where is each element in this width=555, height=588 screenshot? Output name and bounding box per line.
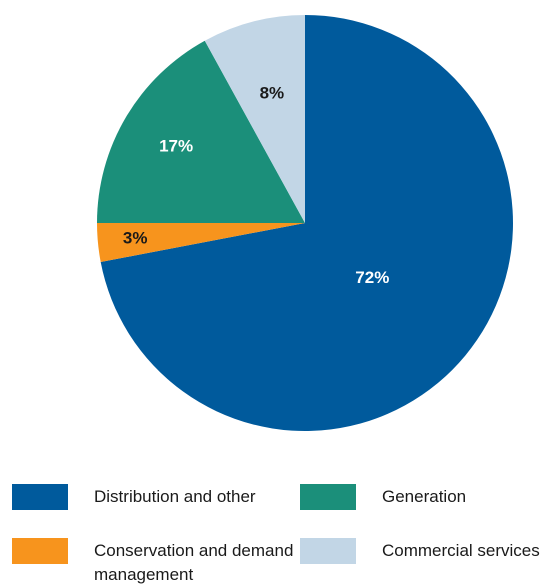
legend-label-distribution: Distribution and other <box>94 487 256 506</box>
legend-item-commercial: Commercial services <box>300 538 540 564</box>
legend-swatch-distribution <box>12 484 68 510</box>
legend-label-conservation: Conservation and demand management <box>94 541 294 584</box>
pie-label-generation: 17% <box>159 136 193 155</box>
legend-swatch-commercial <box>300 538 356 564</box>
pie-label-conservation-and-demand-management: 3% <box>123 229 148 248</box>
legend-label-commercial: Commercial services <box>382 541 540 560</box>
legend-label-generation: Generation <box>382 487 467 506</box>
pie-slice-generation <box>97 40 305 223</box>
pie-label-distribution-and-other: 72% <box>355 268 389 287</box>
pie-labels: 72% 3% 17% 8% <box>123 84 389 288</box>
legend-item-generation: Generation <box>300 484 466 510</box>
pie-slice-distribution-and-other <box>100 15 513 432</box>
pie-slice-conservation-and-demand-management <box>97 223 305 262</box>
legend-item-conservation: Conservation and demand management <box>12 538 294 587</box>
pie-slice-commercial-services <box>204 15 305 223</box>
legend-swatch-conservation <box>12 538 68 564</box>
pie-label-commercial-services: 8% <box>260 84 285 103</box>
pie-slices <box>97 15 513 432</box>
legend-item-distribution: Distribution and other <box>12 484 256 510</box>
legend-swatch-generation <box>300 484 356 510</box>
